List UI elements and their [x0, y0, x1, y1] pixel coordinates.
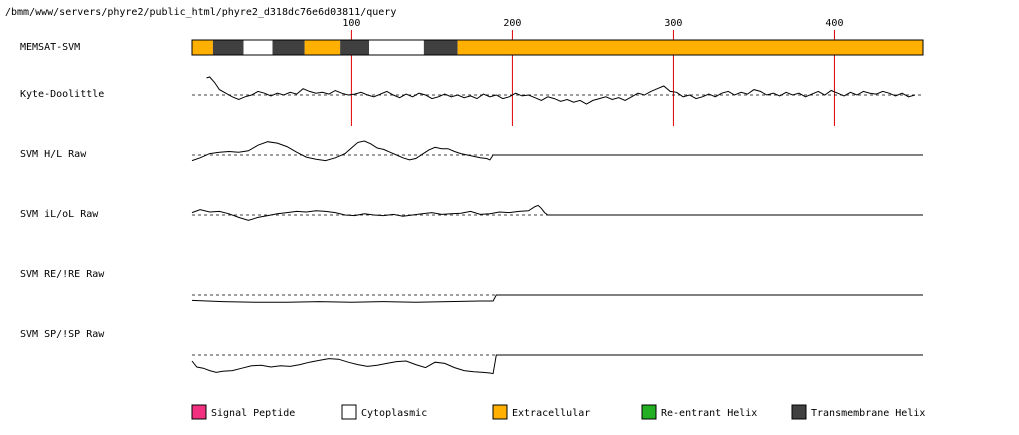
legend-swatch-transmembrane-helix: [791, 404, 807, 420]
tick-label: 200: [503, 18, 521, 29]
legend-label: Transmembrane Helix: [811, 408, 925, 419]
memsat-segment-extracellular: [304, 40, 341, 55]
series-line: [191, 140, 923, 162]
track-label: SVM H/L Raw: [20, 149, 87, 160]
tick-label: 400: [825, 18, 843, 29]
legend-swatch-signal-peptide: [191, 404, 207, 420]
memsat-segment-extracellular: [192, 40, 213, 55]
legend-swatch-reentrant-helix: [641, 404, 657, 420]
track-label: SVM iL/oL Raw: [20, 209, 99, 220]
query-path: /bmm/www/servers/phyre2/public_html/phyr…: [5, 7, 396, 18]
legend-label: Extracellular: [512, 408, 590, 419]
memsat-segment-transmembrane-helix: [212, 40, 244, 55]
track-label: MEMSAT-SVM: [20, 42, 80, 53]
series-line: [191, 204, 923, 221]
legend-swatch-cytoplasmic: [341, 404, 357, 420]
track-label: Kyte-Doolittle: [20, 89, 104, 100]
series-line: [206, 76, 916, 105]
tick-label: 300: [664, 18, 682, 29]
series-line: [191, 354, 923, 375]
track-label: SVM SP/!SP Raw: [20, 329, 105, 340]
memsat-segment-cytoplasmic: [243, 40, 273, 55]
track-label: SVM RE/!RE Raw: [20, 269, 105, 280]
memsat-segment-transmembrane-helix: [340, 40, 370, 55]
legend-label: Cytoplasmic: [361, 408, 427, 419]
memsat-segment-extracellular: [457, 40, 923, 55]
track-labels: MEMSAT-SVM Kyte-Doolittle SVM H/L Raw SVM i…: [20, 42, 105, 340]
memsat-segment-transmembrane-helix: [272, 40, 305, 55]
legend-label: Signal Peptide: [211, 408, 295, 419]
memsat-bar-outline: [191, 39, 924, 56]
legend: Signal Peptide Cytoplasmic Extracellular Re…: [191, 404, 925, 420]
score-tracks: [191, 76, 923, 375]
series-line: [191, 294, 923, 303]
tick-label: 100: [342, 18, 360, 29]
legend-label: Re-entrant Helix: [661, 408, 757, 419]
memsat-segment-cytoplasmic: [369, 40, 424, 55]
legend-swatch-extracellular: [492, 404, 508, 420]
x-axis-ticks: 100 200 300 400: [342, 18, 843, 126]
memsat-topology-bar: [191, 39, 924, 56]
memsat-segment-transmembrane-helix: [423, 40, 458, 55]
